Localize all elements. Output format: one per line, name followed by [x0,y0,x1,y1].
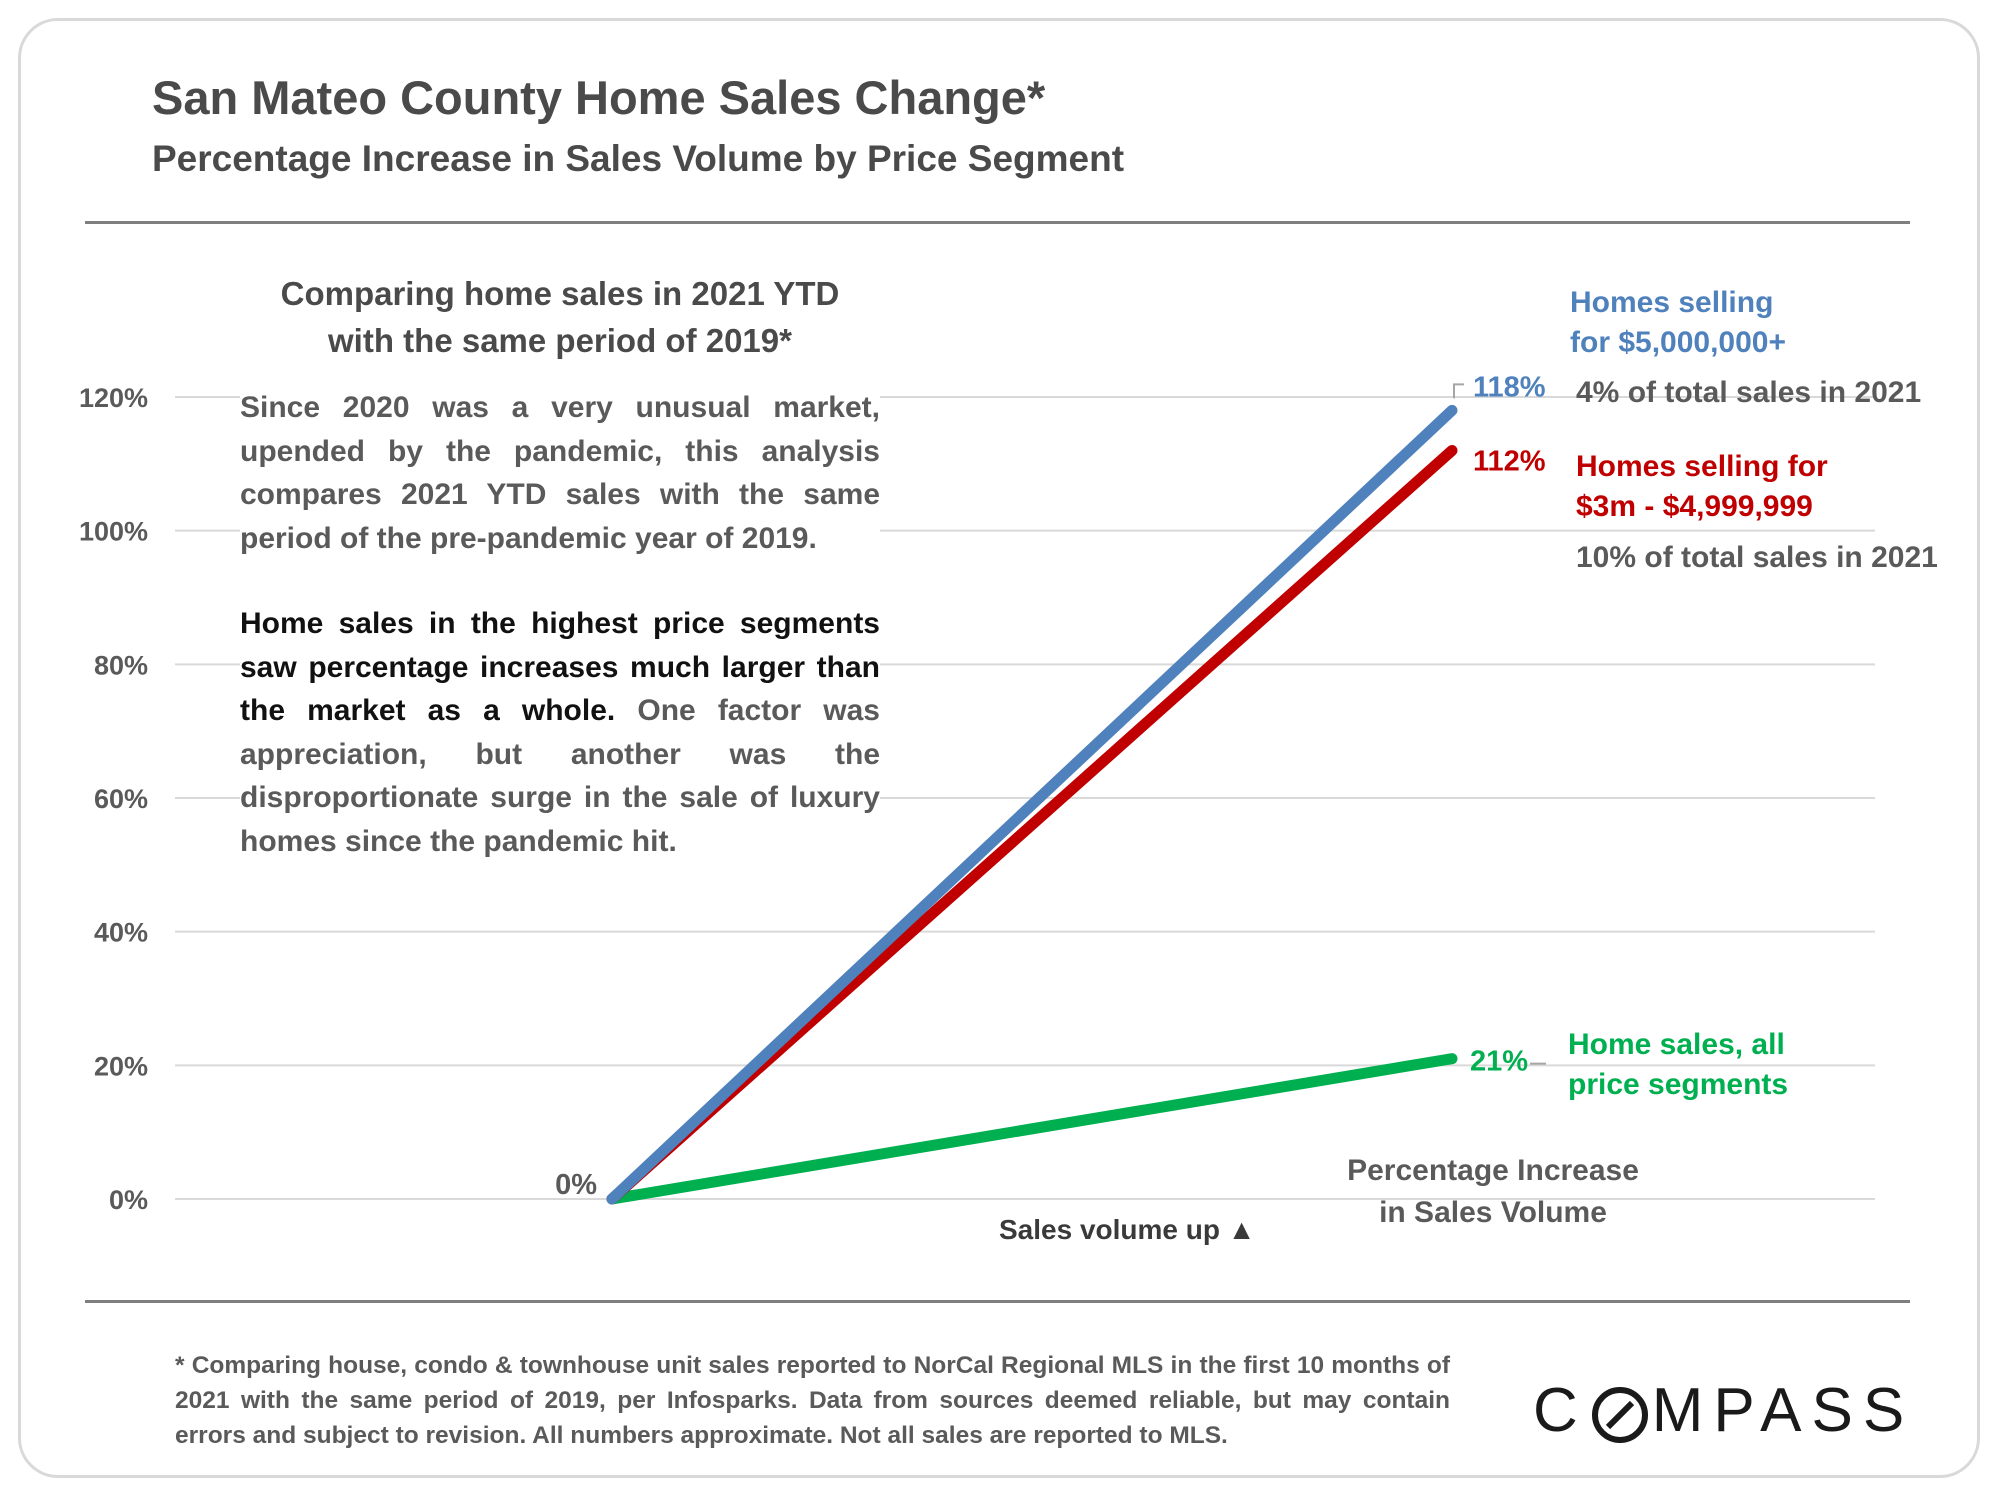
y-tick-label: 100% [79,517,148,547]
y-tick-label: 80% [94,650,148,680]
panel-paragraph-2-emphasis: Home sales in the highest price segments… [240,607,880,727]
series-line-lux5 [606,404,1458,1205]
annotation-sales-up: Sales volume up ▲ [999,1214,1255,1245]
leader-line-lux5 [1453,383,1464,399]
panel-heading: Comparing home sales in 2021 YTD with th… [180,270,940,364]
end-value-label-lux5: 118% [1473,371,1546,403]
panel-paragraph-1: Since 2020 was a very unusual market, up… [240,391,880,555]
logo-text-start: C [1533,1376,1588,1445]
panel-heading-line1: Comparing home sales in 2021 YTD [280,275,840,312]
annotation-pct-line2: in Sales Volume [1379,1196,1607,1229]
y-tick-label: 40% [94,918,148,948]
series-label-lux5: for $5,000,000+ [1570,326,1786,359]
end-value-label-all: 21% [1470,1046,1528,1078]
start-value-label: 0% [555,1169,597,1201]
series-label-all: Home sales, all [1568,1028,1785,1061]
top-divider [85,221,1910,224]
panel-paragraph-2-rest: One factor was appreciation, but another… [240,694,880,858]
chart-title: San Mateo County Home Sales Change* [152,71,1046,124]
compass-o-icon [1591,1386,1648,1443]
bottom-divider [85,1300,1910,1303]
annotation-pct-line1: Percentage Increase [1347,1154,1639,1187]
series-label-lux3: $3m - $4,999,999 [1576,490,1813,523]
series-note-lux3: 10% of total sales in 2021 [1576,541,1938,574]
panel-paragraph-2: Home sales in the highest price segments… [240,602,880,863]
series-label-all: price segments [1568,1068,1788,1101]
y-tick-label: 120% [79,383,148,413]
chart-subtitle: Percentage Increase in Sales Volume by P… [152,138,1125,179]
y-tick-label: 20% [94,1051,148,1081]
compass-logo: C MPASS [1533,1375,1914,1447]
series-label-lux3: Homes selling for [1576,450,1828,483]
series-note-lux5: 4% of total sales in 2021 [1576,376,1921,409]
y-tick-label: 0% [109,1185,148,1215]
series-label-lux5: Homes selling [1570,286,1773,319]
logo-text-end: MPASS [1651,1376,1915,1445]
footnote: * Comparing house, condo & townhouse uni… [175,1352,1450,1449]
y-tick-label: 60% [94,784,148,814]
panel-heading-line2: with the same period of 2019* [328,322,792,359]
end-value-label-lux3: 112% [1473,445,1546,477]
series-line-all [606,1053,1458,1205]
commentary-panel: Comparing home sales in 2021 YTD with th… [240,270,880,863]
